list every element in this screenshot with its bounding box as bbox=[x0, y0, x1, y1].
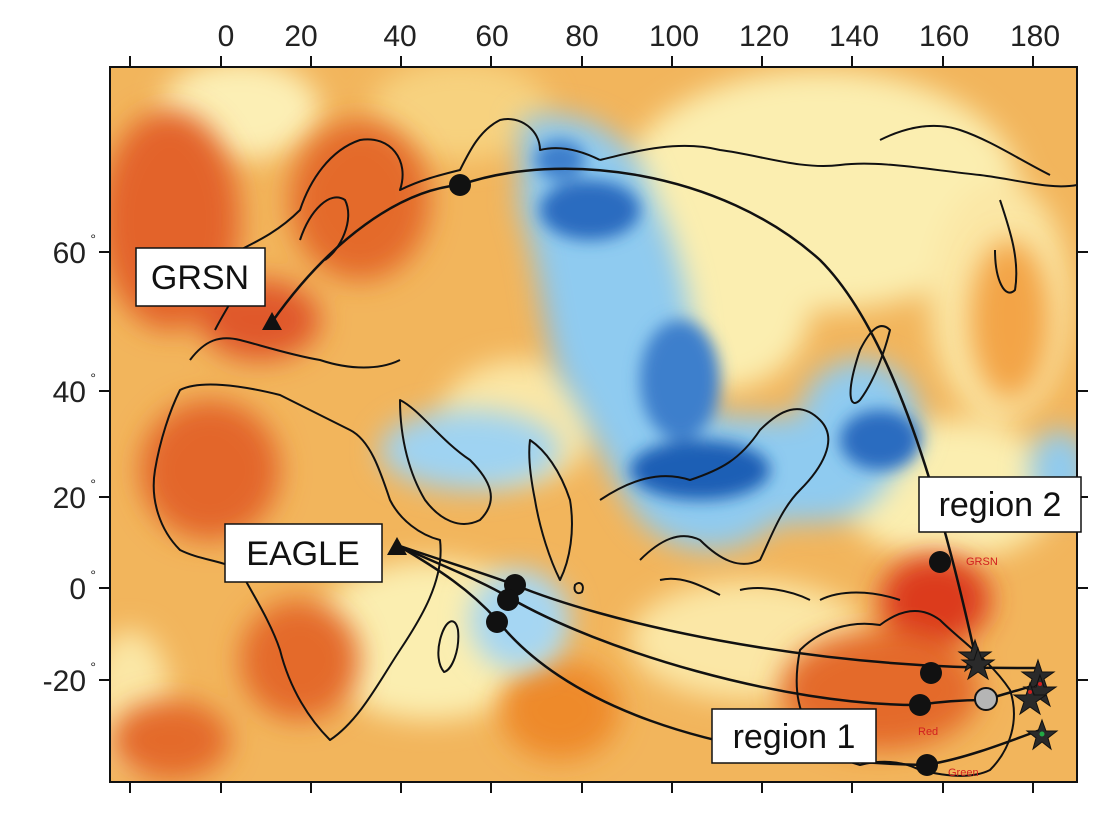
grsn-station-icon bbox=[262, 312, 282, 330]
y-tick-label: 20 bbox=[53, 482, 86, 515]
bounce-point bbox=[486, 611, 508, 633]
bounce-points bbox=[449, 174, 951, 776]
label-grsn-text: GRSN bbox=[151, 259, 249, 297]
eagle-station-icon bbox=[387, 537, 407, 555]
degree-symbol: ° bbox=[90, 370, 96, 386]
x-tick-label: 40 bbox=[383, 20, 416, 53]
map-frame bbox=[109, 66, 1078, 783]
label-eagle: EAGLE bbox=[224, 523, 383, 583]
bounce-point bbox=[920, 662, 942, 684]
label-region1-text: region 1 bbox=[733, 718, 856, 756]
green-dot-icon bbox=[1039, 731, 1045, 737]
x-tick-label: 180 bbox=[1010, 20, 1060, 53]
bounce-point bbox=[449, 174, 471, 196]
small-label-red: Red bbox=[918, 726, 938, 738]
label-region1: region 1 bbox=[711, 708, 877, 764]
red-dot-icon bbox=[1028, 690, 1032, 694]
x-tick-label: 100 bbox=[649, 20, 699, 53]
x-tick-label: 20 bbox=[284, 20, 317, 53]
label-grsn: GRSN bbox=[135, 247, 266, 307]
label-eagle-text: EAGLE bbox=[246, 535, 359, 573]
coastlines bbox=[152, 118, 1077, 777]
star-icon bbox=[1012, 681, 1048, 716]
gray-bounce-point bbox=[974, 687, 998, 711]
y-tick-label: -20 bbox=[43, 665, 86, 698]
x-tick-label: 160 bbox=[919, 20, 969, 53]
velocity-anomaly-field bbox=[110, 67, 1077, 782]
bounce-point bbox=[916, 754, 938, 776]
y-tick-label: 0 bbox=[69, 573, 86, 606]
x-tick-label: 0 bbox=[218, 20, 235, 53]
x-tick-label: 120 bbox=[739, 20, 789, 53]
x-axis-ticks bbox=[129, 56, 1034, 793]
earthquake-stars bbox=[957, 638, 1058, 716]
degree-symbol: ° bbox=[90, 476, 96, 492]
degree-symbol: ° bbox=[90, 659, 96, 675]
small-label-grsn: GRSN bbox=[966, 556, 998, 568]
red-dot-icon bbox=[1038, 682, 1042, 686]
x-tick-labels: 0 20 40 60 80 100 120 140 160 180 bbox=[218, 20, 1060, 53]
y-tick-label: 60 bbox=[53, 237, 86, 270]
y-tick-labels: 60 ° 40 ° 20 ° 0 ° -20 ° bbox=[43, 231, 96, 698]
bounce-point bbox=[909, 694, 931, 716]
star-icon bbox=[960, 646, 996, 681]
x-tick-label: 60 bbox=[475, 20, 508, 53]
label-region2-text: region 2 bbox=[939, 486, 1062, 524]
x-tick-label: 80 bbox=[565, 20, 598, 53]
degree-symbol: ° bbox=[90, 231, 96, 247]
bounce-point bbox=[929, 551, 951, 573]
x-tick-label: 140 bbox=[829, 20, 879, 53]
bounce-point bbox=[497, 589, 519, 611]
y-tick-label: 40 bbox=[53, 376, 86, 409]
small-label-green: Green bbox=[948, 767, 979, 779]
label-region2: region 2 bbox=[918, 476, 1082, 533]
degree-symbol: ° bbox=[90, 567, 96, 583]
